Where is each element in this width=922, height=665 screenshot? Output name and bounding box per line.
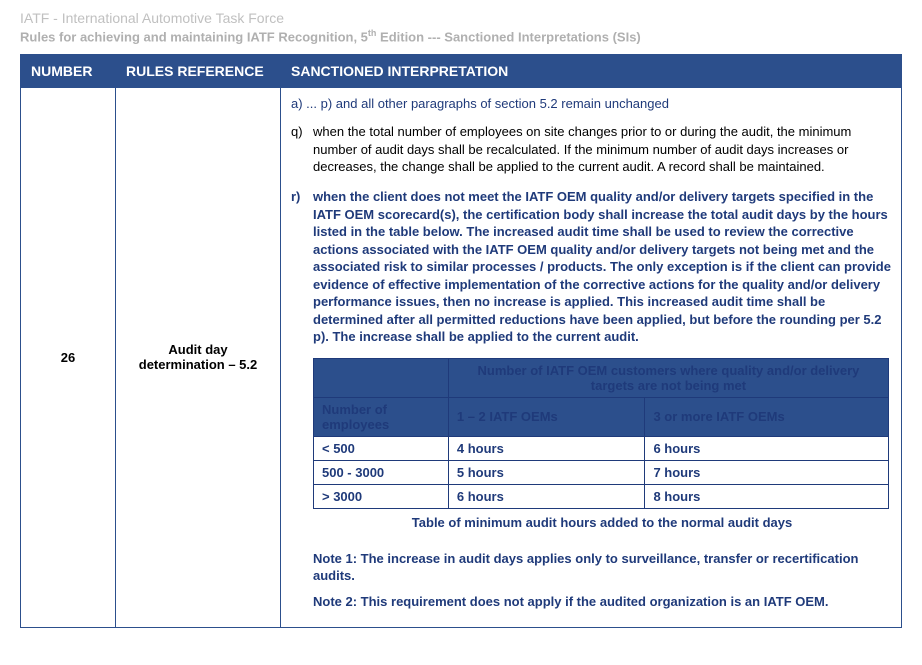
- table-header-row: NUMBER RULES REFERENCE SANCTIONED INTERP…: [21, 55, 902, 88]
- note-1: Note 1: The increase in audit days appli…: [313, 550, 891, 585]
- clause-q-text: when the total number of employees on si…: [313, 123, 891, 176]
- clause-r-label: r): [291, 188, 313, 346]
- cell-number: 26: [21, 88, 116, 627]
- inner-r1c1: 4 hours: [448, 436, 645, 460]
- audit-hours-table: Number of IATF OEM customers where quali…: [313, 358, 889, 509]
- inner-col2-header: 3 or more IATF OEMs: [645, 397, 889, 436]
- doc-header-title: Rules for achieving and maintaining IATF…: [20, 28, 902, 44]
- inner-r2c0: 500 - 3000: [314, 460, 449, 484]
- inner-col1-header: 1 – 2 IATF OEMs: [448, 397, 645, 436]
- inner-row-header-label: Number of employees: [314, 397, 449, 436]
- inner-r3c1: 6 hours: [448, 484, 645, 508]
- inner-corner-blank: [314, 358, 449, 397]
- inner-header-merged: Number of IATF OEM customers where quali…: [448, 358, 888, 397]
- note-2: Note 2: This requirement does not apply …: [313, 593, 891, 611]
- clause-q: q) when the total number of employees on…: [291, 123, 891, 176]
- clause-q-label: q): [291, 123, 313, 176]
- inner-r1c2: 6 hours: [645, 436, 889, 460]
- cell-interpretation: a) ... p) and all other paragraphs of se…: [281, 88, 902, 627]
- intro-text: a) ... p) and all other paragraphs of se…: [291, 96, 891, 111]
- cell-reference: Audit day determination – 5.2: [116, 88, 281, 627]
- inner-table-caption: Table of minimum audit hours added to th…: [313, 515, 891, 530]
- col-header-interpretation: SANCTIONED INTERPRETATION: [281, 55, 902, 88]
- inner-r3c2: 8 hours: [645, 484, 889, 508]
- doc-header-title-a: Rules for achieving and maintaining IATF…: [20, 29, 368, 44]
- clause-r-text: when the client does not meet the IATF O…: [313, 188, 891, 346]
- doc-header-org: IATF - International Automotive Task For…: [20, 10, 902, 26]
- document-page: IATF - International Automotive Task For…: [0, 0, 922, 648]
- inner-r2c1: 5 hours: [448, 460, 645, 484]
- doc-header-title-b: Edition --- Sanctioned Interpretations (…: [376, 29, 640, 44]
- inner-r2c2: 7 hours: [645, 460, 889, 484]
- inner-r1c0: < 500: [314, 436, 449, 460]
- interpretation-table: NUMBER RULES REFERENCE SANCTIONED INTERP…: [20, 54, 902, 627]
- inner-r3c0: > 3000: [314, 484, 449, 508]
- col-header-number: NUMBER: [21, 55, 116, 88]
- clause-r: r) when the client does not meet the IAT…: [291, 188, 891, 346]
- col-header-reference: RULES REFERENCE: [116, 55, 281, 88]
- table-row: 26 Audit day determination – 5.2 a) ... …: [21, 88, 902, 627]
